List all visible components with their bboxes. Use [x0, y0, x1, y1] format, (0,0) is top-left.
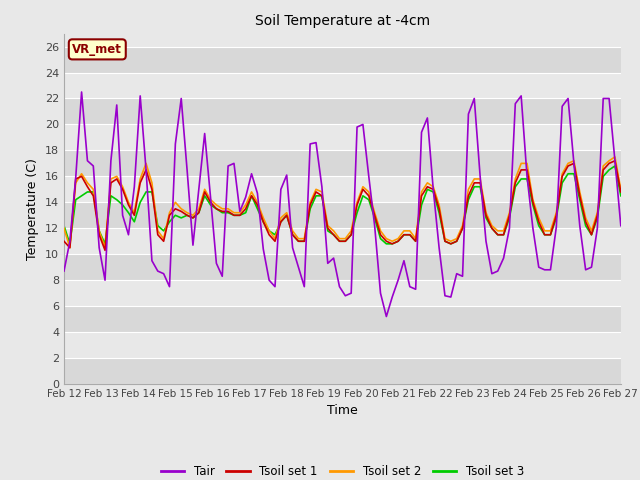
Bar [64, 124, 621, 150]
Bar [64, 202, 621, 228]
Bar [64, 280, 621, 306]
Bar [64, 176, 621, 202]
Y-axis label: Temperature (C): Temperature (C) [26, 158, 39, 260]
Bar [64, 332, 621, 358]
Bar [64, 98, 621, 124]
Text: VR_met: VR_met [72, 43, 122, 56]
Bar [64, 72, 621, 98]
Bar [64, 306, 621, 332]
Bar [64, 254, 621, 280]
Title: Soil Temperature at -4cm: Soil Temperature at -4cm [255, 14, 430, 28]
X-axis label: Time: Time [327, 405, 358, 418]
Bar [64, 150, 621, 176]
Legend: Tair, Tsoil set 1, Tsoil set 2, Tsoil set 3: Tair, Tsoil set 1, Tsoil set 2, Tsoil se… [156, 461, 529, 480]
Bar [64, 47, 621, 72]
Bar [64, 228, 621, 254]
Bar [64, 358, 621, 384]
